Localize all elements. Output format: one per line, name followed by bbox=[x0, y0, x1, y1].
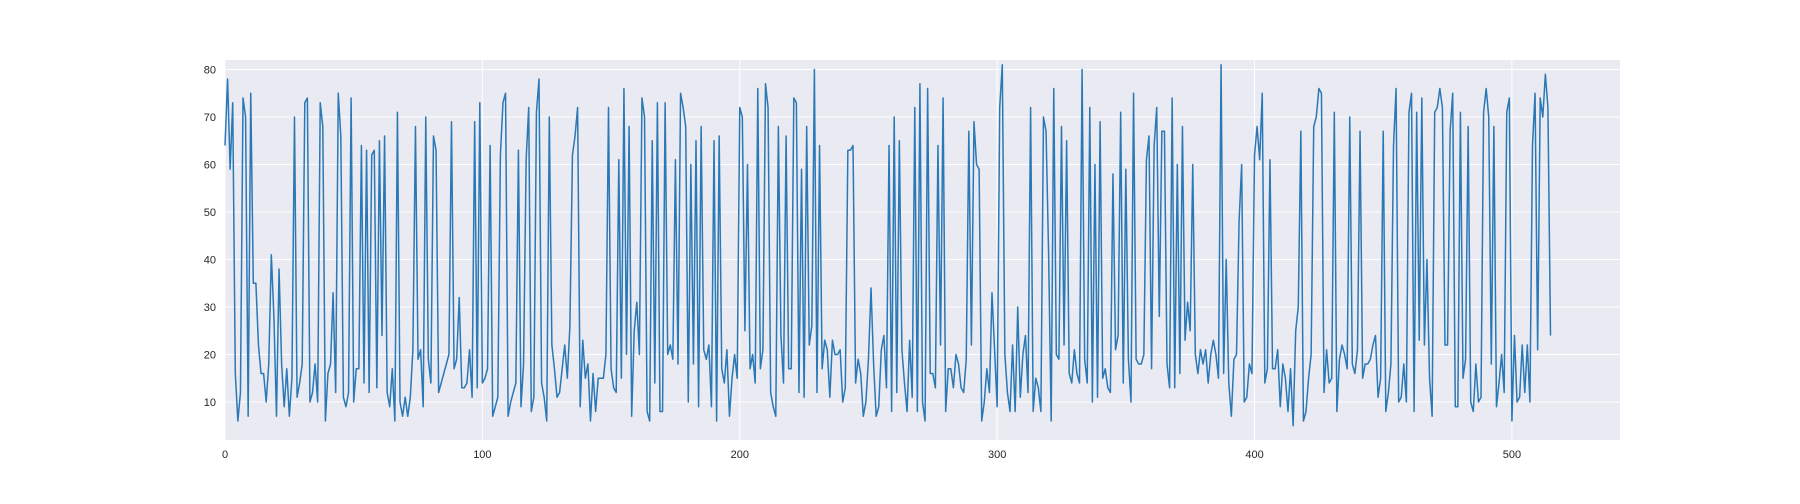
x-tick-label: 300 bbox=[988, 449, 1006, 461]
y-tick-label: 60 bbox=[204, 160, 216, 172]
y-axis-tick-labels: 10 20 30 40 50 60 70 80 bbox=[204, 65, 216, 410]
y-tick-label: 10 bbox=[204, 397, 216, 409]
series-line-0 bbox=[224, 64, 1552, 427]
x-tick-label: 0 bbox=[222, 449, 228, 461]
x-tick-label: 500 bbox=[1503, 449, 1521, 461]
series-line-layer bbox=[224, 64, 1552, 427]
y-tick-label: 80 bbox=[204, 65, 216, 77]
x-tick-label: 200 bbox=[731, 449, 749, 461]
x-tick-label: 100 bbox=[473, 449, 491, 461]
y-tick-label: 70 bbox=[204, 112, 216, 124]
x-axis-tick-labels: 0 100 200 300 400 500 bbox=[222, 449, 1521, 461]
y-tick-label: 50 bbox=[204, 207, 216, 219]
y-tick-label: 40 bbox=[204, 255, 216, 267]
y-tick-label: 30 bbox=[204, 302, 216, 314]
x-tick-label: 400 bbox=[1245, 449, 1263, 461]
y-tick-label: 20 bbox=[204, 350, 216, 362]
